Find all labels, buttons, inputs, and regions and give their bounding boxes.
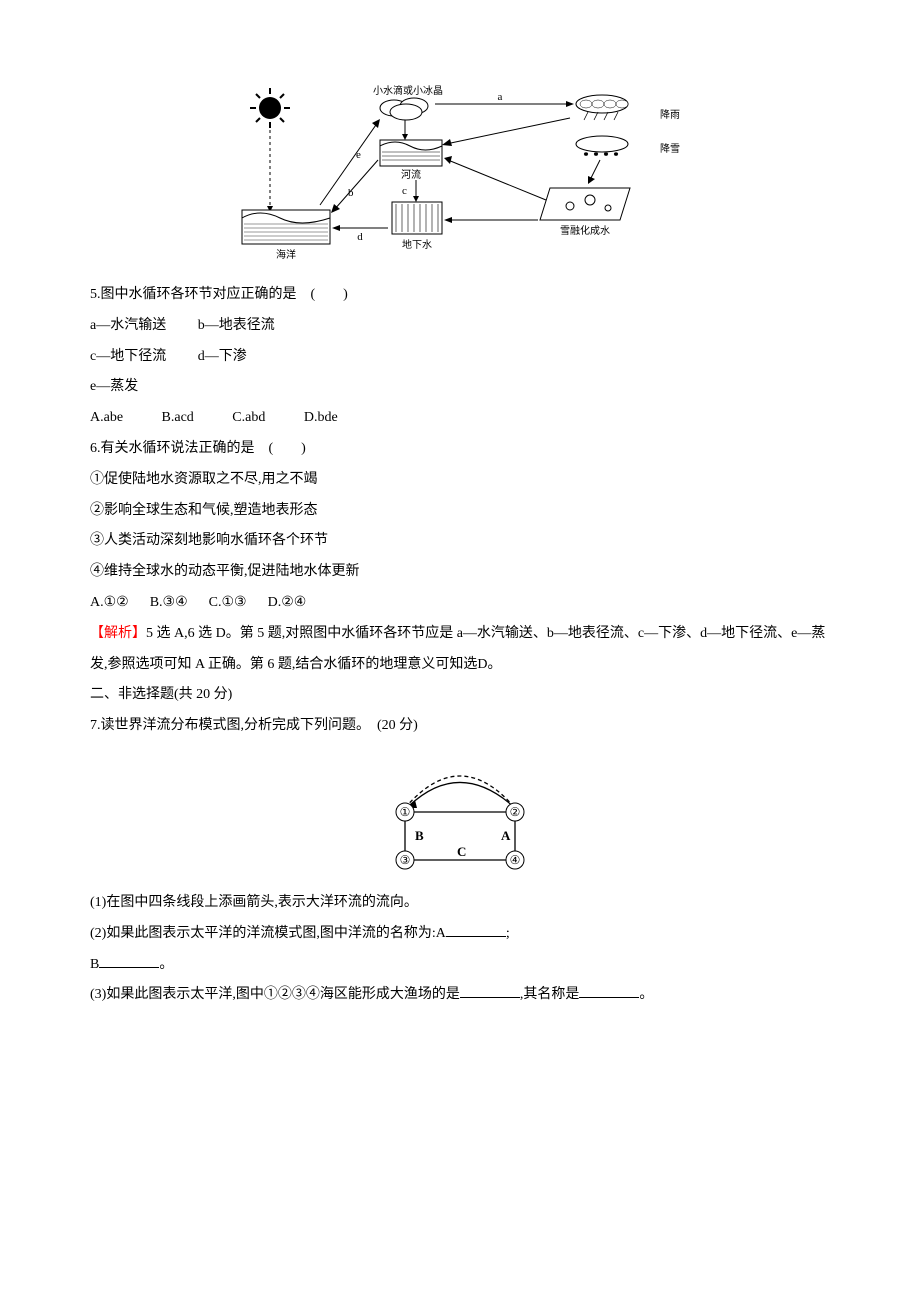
q7-sub3: (3)如果此图表示太平洋,图中①②③④海区能形成大渔场的是 ,其名称是 。 xyxy=(90,980,830,1011)
label-C: C xyxy=(457,844,466,859)
groundwater-label: 地下水 xyxy=(402,238,432,251)
rain-cloud-icon xyxy=(576,95,628,113)
snowmelt-box xyxy=(540,188,630,220)
label-d: d xyxy=(357,231,363,243)
sun-icon xyxy=(250,88,290,128)
q6-s2: ②影响全球生态和气候,塑造地表形态 xyxy=(90,496,830,527)
svg-text:*: * xyxy=(614,151,618,160)
q7-sub3c: 。 xyxy=(639,987,653,1002)
water-cycle-diagram: 小水滴或小冰晶 a 降雨 降雪 * * * * 河流 xyxy=(230,80,690,270)
arc-dashed xyxy=(405,776,515,808)
arrow-head xyxy=(372,119,380,128)
svg-text:*: * xyxy=(594,151,598,160)
ocean-label: 海洋 xyxy=(276,248,296,261)
label-b: b xyxy=(348,187,354,199)
q7-sub3a: (3)如果此图表示太平洋,图中①②③④海区能形成大渔场的是 xyxy=(90,987,460,1002)
snow-cloud-icon xyxy=(576,136,628,152)
label-e: e xyxy=(356,149,361,161)
svg-text:*: * xyxy=(604,151,608,160)
analysis-label: 【解析】 xyxy=(90,626,146,641)
q5-line3: e—蒸发 xyxy=(90,372,830,403)
blank-3a xyxy=(460,983,520,998)
q6-s1: ①促使陆地水资源取之不尽,用之不竭 xyxy=(90,465,830,496)
clouds-icon xyxy=(380,98,428,120)
q7-sub2b: ; xyxy=(506,926,510,941)
q6-stem: 6.有关水循环说法正确的是 ( ) xyxy=(90,434,830,465)
arrow-b xyxy=(334,160,378,210)
q7-sub2-line2: B。 xyxy=(90,950,830,981)
q6-s3: ③人类活动深刻地影响水循环各个环节 xyxy=(90,526,830,557)
node-3-label: ③ xyxy=(400,853,411,867)
node-1-label: ① xyxy=(400,805,411,819)
snow-label: 降雪 xyxy=(660,142,680,155)
label-c: c xyxy=(402,185,407,197)
analysis-block: 【解析】5 选 A,6 选 D。第 5 题,对照图中水循环各环节应是 a—水汽输… xyxy=(90,619,830,681)
q7-sub2c: B xyxy=(90,957,99,972)
q7-sub3b: ,其名称是 xyxy=(520,987,580,1002)
arrow-snow-melt xyxy=(590,160,600,180)
q6-s4: ④维持全球水的动态平衡,促进陆地水体更新 xyxy=(90,557,830,588)
section2-header: 二、非选择题(共 20 分) xyxy=(90,680,830,711)
arrow-head xyxy=(442,139,452,146)
q5-line1: a—水汽输送 b—地表径流 xyxy=(90,311,830,342)
arrow-head xyxy=(332,225,340,231)
arrow-head xyxy=(566,101,574,107)
node-4-label: ④ xyxy=(510,853,521,867)
clouds-label: 小水滴或小冰晶 xyxy=(373,84,443,97)
label-A: A xyxy=(501,828,511,843)
river-box xyxy=(380,140,442,166)
q7-sub2-line1: (2)如果此图表示太平洋的洋流模式图,图中洋流的名称为:A; xyxy=(90,919,830,950)
q7-sub2a: (2)如果此图表示太平洋的洋流模式图,图中洋流的名称为:A xyxy=(90,926,446,941)
q6-options: A.①② B.③④ C.①③ D.②④ xyxy=(90,588,830,619)
blank-3b xyxy=(579,983,639,998)
q7-sub1: (1)在图中四条线段上添画箭头,表示大洋环流的流向。 xyxy=(90,888,830,919)
q5-line2: c—地下径流 d—下渗 xyxy=(90,342,830,373)
ocean-current-diagram: ① ② ③ ④ B A C xyxy=(365,750,555,880)
arrow-head xyxy=(402,134,408,140)
label-B: B xyxy=(415,828,424,843)
arrow-head xyxy=(444,217,452,223)
ocean-box xyxy=(242,210,330,244)
groundwater-box xyxy=(392,202,442,234)
arrow-head xyxy=(444,156,452,164)
arrow-rain-river xyxy=(446,118,570,144)
arrow-melt-river xyxy=(448,160,546,200)
q5-stem: 5.图中水循环各环节对应正确的是 ( ) xyxy=(90,280,830,311)
blank-a xyxy=(446,922,506,937)
node-2-label: ② xyxy=(510,805,521,819)
arrow-head xyxy=(413,196,419,202)
arc-solid xyxy=(409,782,515,808)
river-label: 河流 xyxy=(401,168,421,181)
q7-sub2d: 。 xyxy=(159,957,173,972)
q5-options: A.abe B.acd C.abd D.bde xyxy=(90,403,830,434)
blank-b xyxy=(99,953,159,968)
label-a: a xyxy=(498,91,503,103)
q7-stem: 7.读世界洋流分布模式图,分析完成下列问题。 (20 分) xyxy=(90,711,830,742)
snowmelt-label: 雪融化成水 xyxy=(560,224,610,237)
rain-label: 降雨 xyxy=(660,108,680,121)
analysis-text: 5 选 A,6 选 D。第 5 题,对照图中水循环各环节应是 a—水汽输送、b—… xyxy=(90,626,825,672)
svg-text:*: * xyxy=(584,151,588,160)
